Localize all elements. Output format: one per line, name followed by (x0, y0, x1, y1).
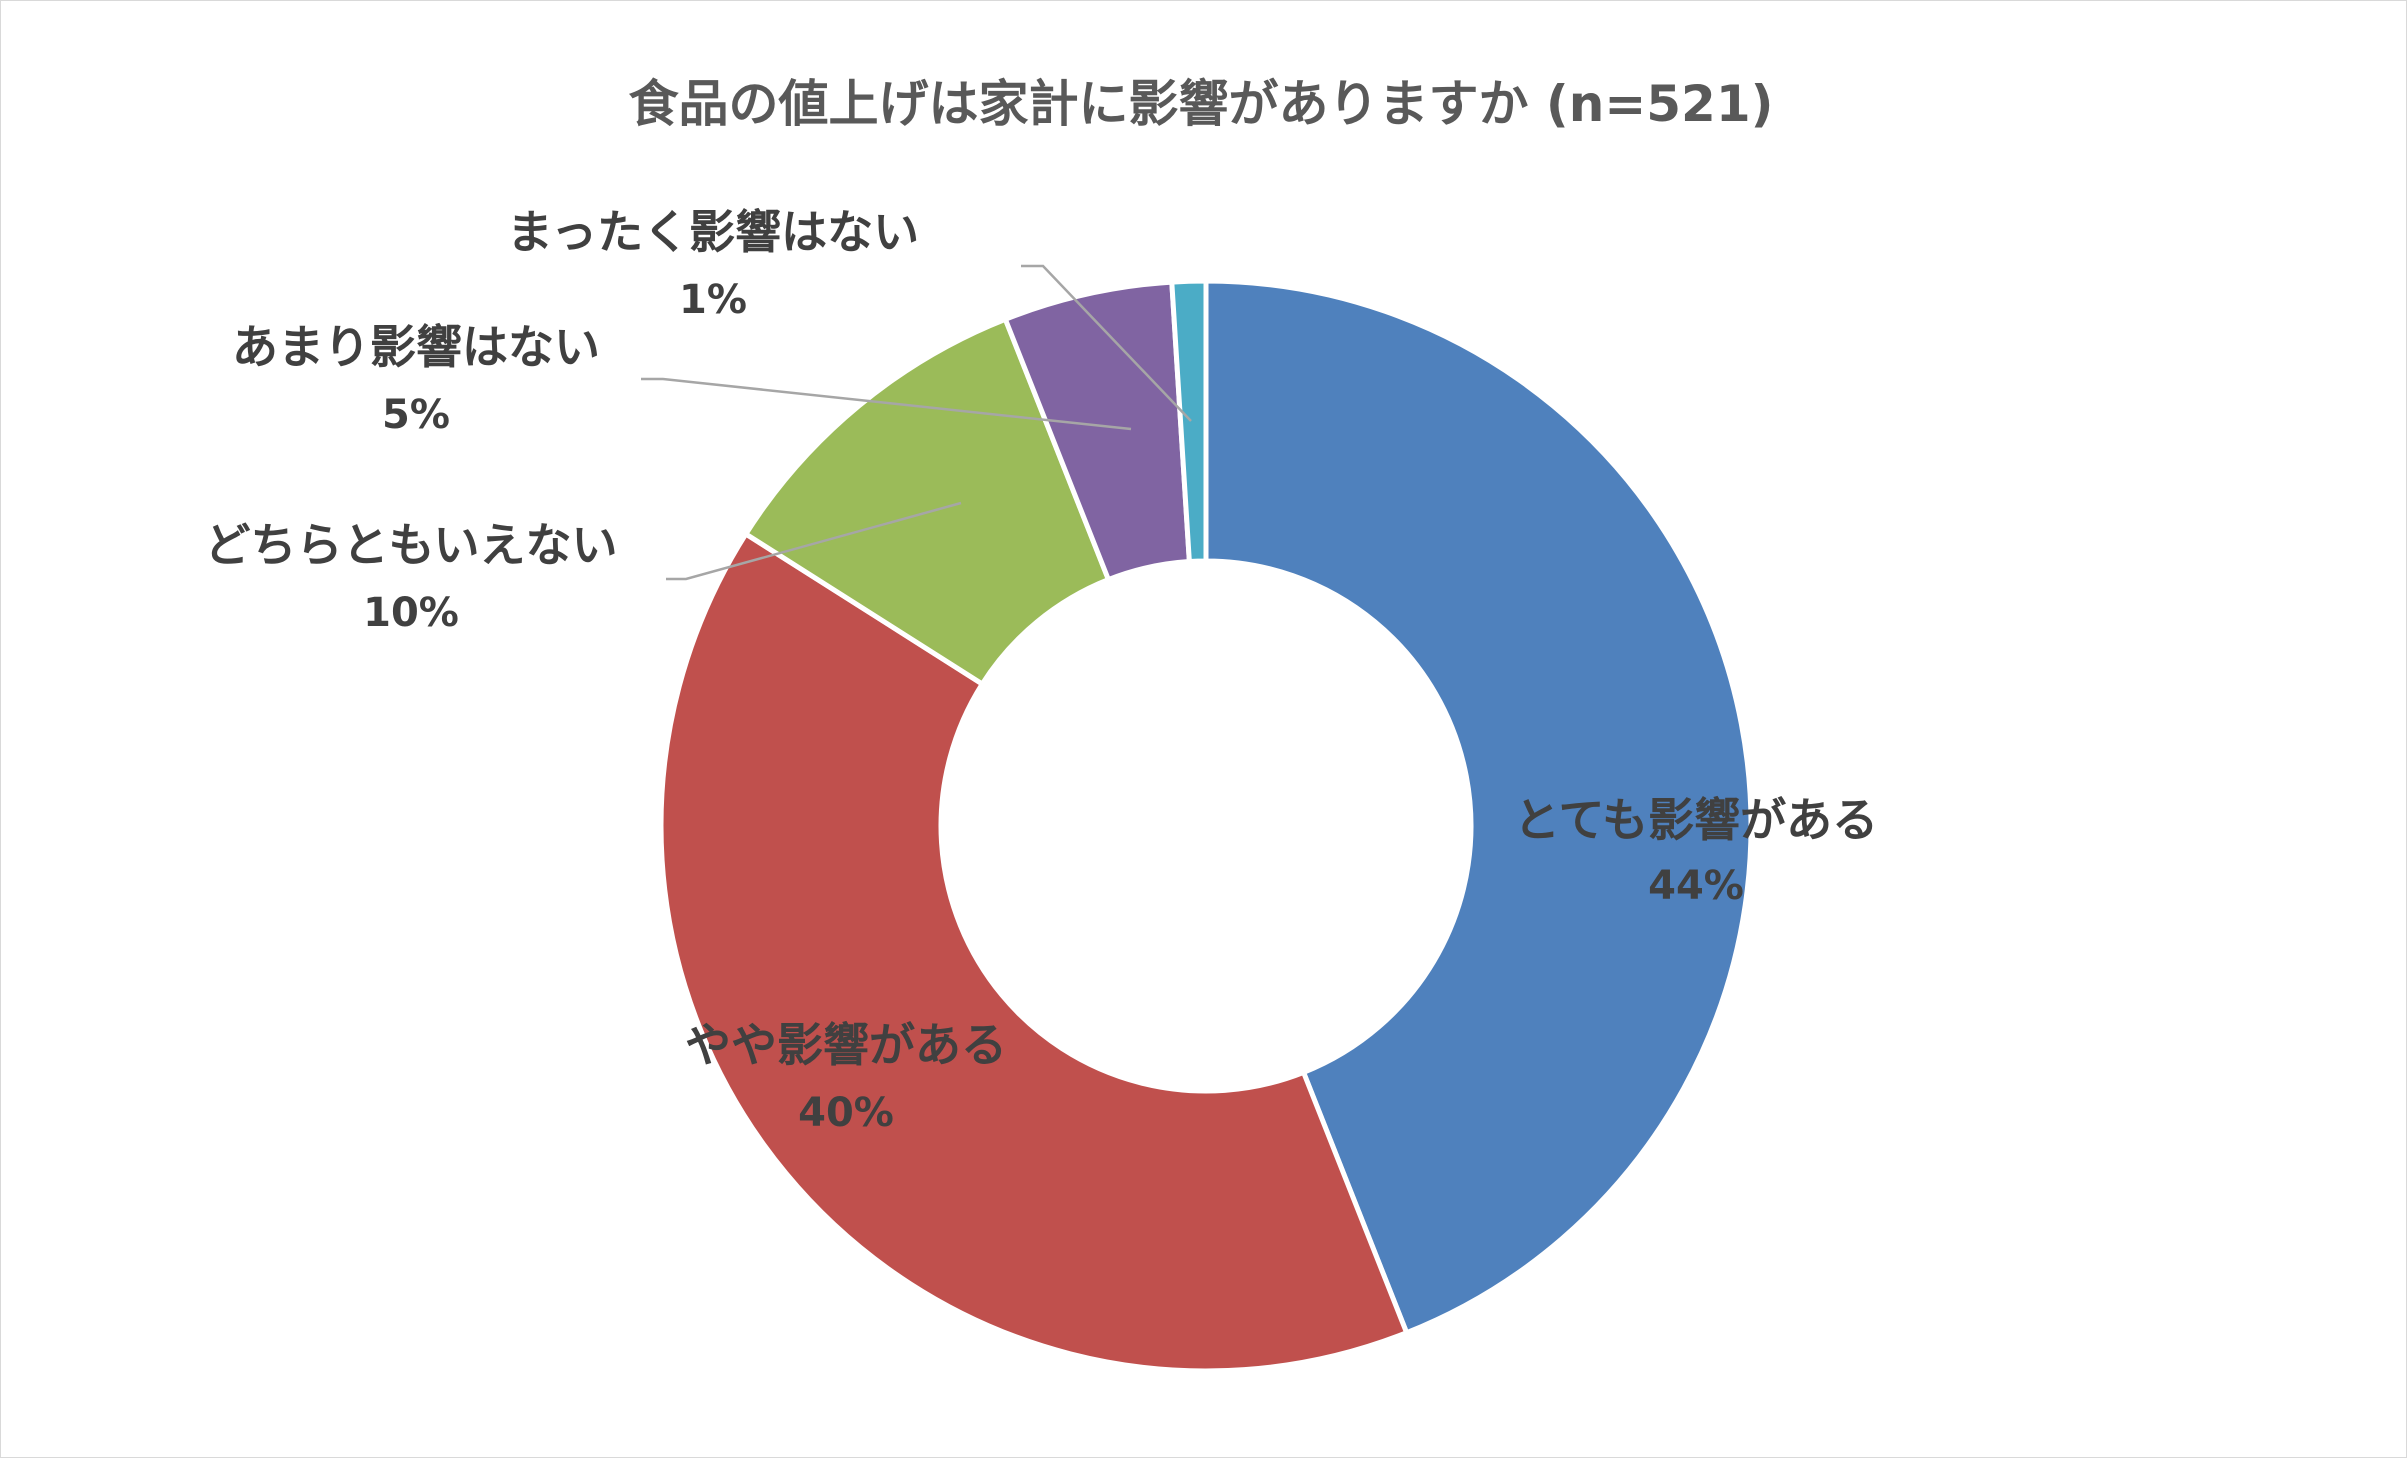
slice-neutral (742, 316, 1112, 688)
value-label-very: 44% (1648, 863, 1744, 909)
category-label-very: とても影響がある (1514, 793, 1878, 847)
leader-line-neutral (666, 501, 962, 581)
value-label-somewhat: 40% (798, 1090, 894, 1136)
slices (658, 278, 1754, 1374)
leader-line-not-at-all (1021, 264, 1192, 422)
leader-line-not-much (641, 377, 1132, 431)
leader-lines (641, 264, 1192, 581)
slice-not-at-all (1169, 278, 1209, 565)
value-label-not-at-all: 1% (679, 277, 747, 323)
category-label-not-much: あまり影響はない (232, 320, 600, 374)
value-label-neutral: 10% (363, 590, 459, 636)
chart-title: 食品の値上げは家計に影響がありますか (n=521) (629, 75, 1774, 133)
category-label-neutral: どちらともいえない (204, 518, 617, 572)
category-label-not-at-all: まったく影響はない (507, 205, 919, 259)
value-label-not-much: 5% (382, 392, 450, 438)
slice-very (1203, 278, 1754, 1336)
data-labels: とても影響がある 44% やや影響がある 40% どちらともいえない 10% あまり影響はな… (204, 205, 1878, 1136)
slice-somewhat (658, 530, 1410, 1374)
category-label-somewhat: やや影響がある (685, 1018, 1007, 1072)
